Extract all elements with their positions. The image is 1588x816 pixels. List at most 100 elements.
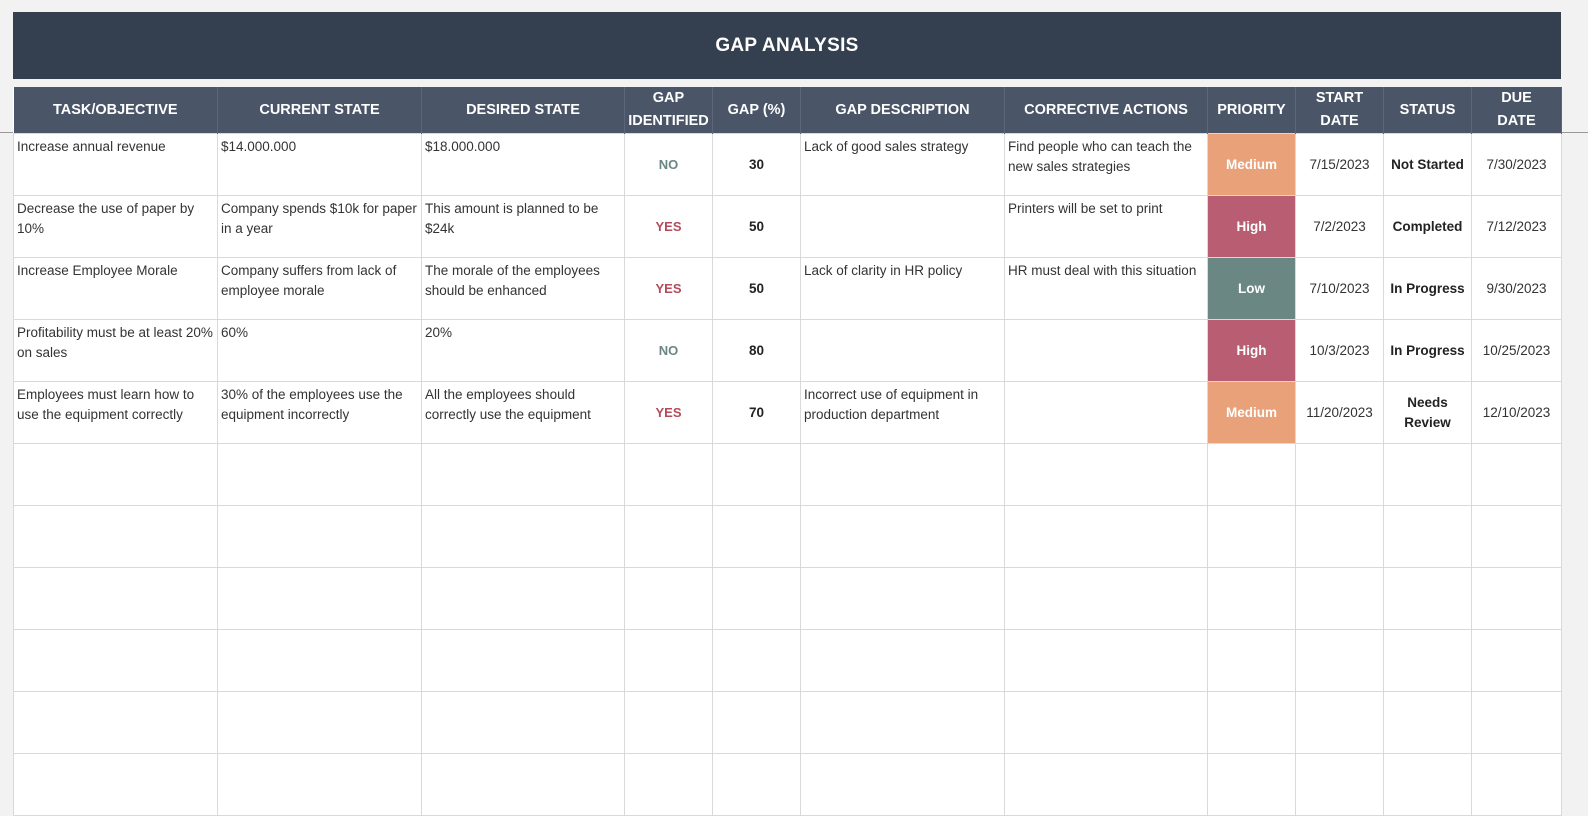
cell-desired-state[interactable]: This amount is planned to be $24k — [421, 195, 625, 258]
empty-cell[interactable] — [217, 691, 422, 754]
cell-due-date[interactable]: 9/30/2023 — [1471, 257, 1562, 320]
cell-gap-identified[interactable]: NO — [624, 133, 713, 196]
empty-cell[interactable] — [1295, 629, 1384, 692]
cell-gap-description[interactable]: Lack of good sales strategy — [800, 133, 1005, 196]
cell-gap-description[interactable] — [800, 319, 1005, 382]
cell-desired-state[interactable]: 20% — [421, 319, 625, 382]
cell-gap-pct[interactable]: 80 — [712, 319, 801, 382]
empty-cell[interactable] — [13, 629, 218, 692]
header-start-date[interactable]: START DATE — [1295, 87, 1384, 134]
cell-desired-state[interactable]: The morale of the employees should be en… — [421, 257, 625, 320]
cell-due-date[interactable]: 7/30/2023 — [1471, 133, 1562, 196]
cell-gap-identified[interactable]: YES — [624, 257, 713, 320]
empty-cell[interactable] — [1471, 629, 1562, 692]
empty-cell[interactable] — [624, 753, 713, 816]
cell-priority[interactable]: Medium — [1207, 133, 1296, 196]
cell-status[interactable]: In Progress — [1383, 319, 1472, 382]
empty-cell[interactable] — [217, 443, 422, 506]
empty-cell[interactable] — [421, 629, 625, 692]
header-current-state[interactable]: CURRENT STATE — [217, 87, 422, 134]
empty-cell[interactable] — [1383, 505, 1472, 568]
cell-priority[interactable]: Low — [1207, 257, 1296, 320]
empty-cell[interactable] — [1004, 753, 1208, 816]
empty-cell[interactable] — [13, 443, 218, 506]
empty-cell[interactable] — [1207, 629, 1296, 692]
cell-gap-pct[interactable]: 30 — [712, 133, 801, 196]
empty-cell[interactable] — [421, 753, 625, 816]
cell-gap-identified[interactable]: YES — [624, 381, 713, 444]
cell-desired-state[interactable]: All the employees should correctly use t… — [421, 381, 625, 444]
empty-cell[interactable] — [1471, 443, 1562, 506]
empty-cell[interactable] — [1207, 443, 1296, 506]
header-corrective-actions[interactable]: CORRECTIVE ACTIONS — [1004, 87, 1208, 134]
empty-cell[interactable] — [217, 505, 422, 568]
cell-priority[interactable]: Medium — [1207, 381, 1296, 444]
cell-desired-state[interactable]: $18.000.000 — [421, 133, 625, 196]
empty-cell[interactable] — [1383, 443, 1472, 506]
cell-current-state[interactable]: Company suffers from lack of employee mo… — [217, 257, 422, 320]
empty-cell[interactable] — [800, 691, 1005, 754]
cell-start-date[interactable]: 7/15/2023 — [1295, 133, 1384, 196]
empty-cell[interactable] — [1207, 753, 1296, 816]
cell-corrective-actions[interactable]: HR must deal with this situation — [1004, 257, 1208, 320]
cell-corrective-actions[interactable] — [1004, 319, 1208, 382]
cell-task[interactable]: Increase annual revenue — [13, 133, 218, 196]
cell-current-state[interactable]: $14.000.000 — [217, 133, 422, 196]
empty-cell[interactable] — [421, 443, 625, 506]
cell-task[interactable]: Profitability must be at least 20% on sa… — [13, 319, 218, 382]
empty-cell[interactable] — [800, 443, 1005, 506]
empty-cell[interactable] — [13, 567, 218, 630]
empty-cell[interactable] — [624, 567, 713, 630]
empty-cell[interactable] — [1471, 505, 1562, 568]
empty-cell[interactable] — [712, 691, 801, 754]
cell-status[interactable]: Not Started — [1383, 133, 1472, 196]
header-gap-description[interactable]: GAP DESCRIPTION — [800, 87, 1005, 134]
empty-cell[interactable] — [1295, 691, 1384, 754]
cell-priority[interactable]: High — [1207, 319, 1296, 382]
empty-cell[interactable] — [1471, 753, 1562, 816]
cell-gap-pct[interactable]: 50 — [712, 257, 801, 320]
empty-cell[interactable] — [1207, 505, 1296, 568]
cell-gap-description[interactable] — [800, 195, 1005, 258]
empty-cell[interactable] — [1383, 629, 1472, 692]
empty-cell[interactable] — [421, 505, 625, 568]
cell-current-state[interactable]: 30% of the employees use the equipment i… — [217, 381, 422, 444]
empty-cell[interactable] — [800, 629, 1005, 692]
empty-cell[interactable] — [1207, 691, 1296, 754]
empty-cell[interactable] — [1207, 567, 1296, 630]
header-gap-identified[interactable]: GAP IDENTIFIED — [624, 87, 713, 134]
empty-cell[interactable] — [800, 567, 1005, 630]
empty-cell[interactable] — [1295, 567, 1384, 630]
cell-task[interactable]: Increase Employee Morale — [13, 257, 218, 320]
cell-due-date[interactable]: 7/12/2023 — [1471, 195, 1562, 258]
empty-cell[interactable] — [1383, 753, 1472, 816]
empty-cell[interactable] — [1383, 691, 1472, 754]
cell-status[interactable]: Needs Review — [1383, 381, 1472, 444]
empty-cell[interactable] — [13, 505, 218, 568]
empty-cell[interactable] — [624, 691, 713, 754]
cell-gap-pct[interactable]: 50 — [712, 195, 801, 258]
empty-cell[interactable] — [13, 753, 218, 816]
empty-cell[interactable] — [712, 443, 801, 506]
empty-cell[interactable] — [1471, 567, 1562, 630]
cell-due-date[interactable]: 12/10/2023 — [1471, 381, 1562, 444]
empty-cell[interactable] — [1004, 505, 1208, 568]
header-priority[interactable]: PRIORITY — [1207, 87, 1296, 134]
cell-corrective-actions[interactable]: Printers will be set to print — [1004, 195, 1208, 258]
cell-task[interactable]: Decrease the use of paper by 10% — [13, 195, 218, 258]
cell-due-date[interactable]: 10/25/2023 — [1471, 319, 1562, 382]
header-desired-state[interactable]: DESIRED STATE — [421, 87, 625, 134]
cell-gap-identified[interactable]: NO — [624, 319, 713, 382]
empty-cell[interactable] — [217, 753, 422, 816]
cell-priority[interactable]: High — [1207, 195, 1296, 258]
cell-start-date[interactable]: 11/20/2023 — [1295, 381, 1384, 444]
empty-cell[interactable] — [421, 567, 625, 630]
cell-gap-identified[interactable]: YES — [624, 195, 713, 258]
empty-cell[interactable] — [712, 753, 801, 816]
empty-cell[interactable] — [1295, 753, 1384, 816]
empty-cell[interactable] — [624, 629, 713, 692]
header-due-date[interactable]: DUE DATE — [1471, 87, 1562, 134]
cell-start-date[interactable]: 10/3/2023 — [1295, 319, 1384, 382]
cell-current-state[interactable]: Company spends $10k for paper in a year — [217, 195, 422, 258]
empty-cell[interactable] — [1383, 567, 1472, 630]
